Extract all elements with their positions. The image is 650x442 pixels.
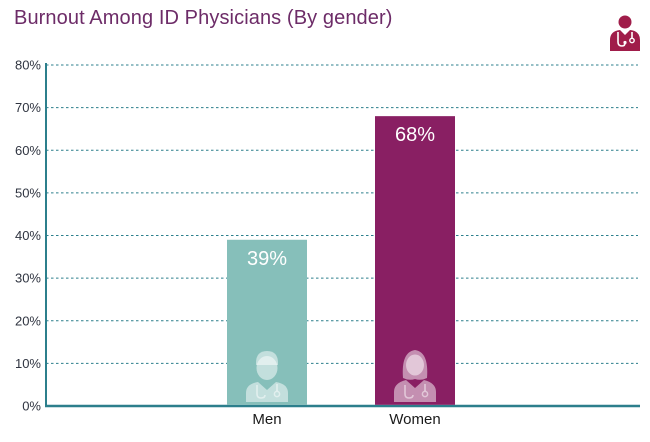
x-category-label: Women bbox=[389, 411, 440, 428]
data-label-men: 39% bbox=[247, 248, 287, 270]
y-tick-label: 10% bbox=[15, 356, 41, 371]
y-tick-label: 0% bbox=[22, 399, 41, 414]
y-tick-label: 60% bbox=[15, 143, 41, 158]
y-tick-label: 30% bbox=[15, 271, 41, 286]
y-tick-label: 70% bbox=[15, 100, 41, 115]
y-tick-label: 40% bbox=[15, 228, 41, 243]
y-tick-label: 80% bbox=[15, 58, 41, 73]
chart-title: Burnout Among ID Physicians (By gender) bbox=[14, 7, 393, 29]
x-category-label: Men bbox=[252, 411, 281, 428]
female-doctor-icon bbox=[394, 350, 436, 402]
physician-icon bbox=[610, 15, 640, 51]
male-doctor-icon bbox=[246, 351, 288, 402]
data-label-women: 68% bbox=[395, 124, 435, 146]
y-tick-label: 20% bbox=[15, 313, 41, 328]
y-tick-label: 50% bbox=[15, 185, 41, 200]
